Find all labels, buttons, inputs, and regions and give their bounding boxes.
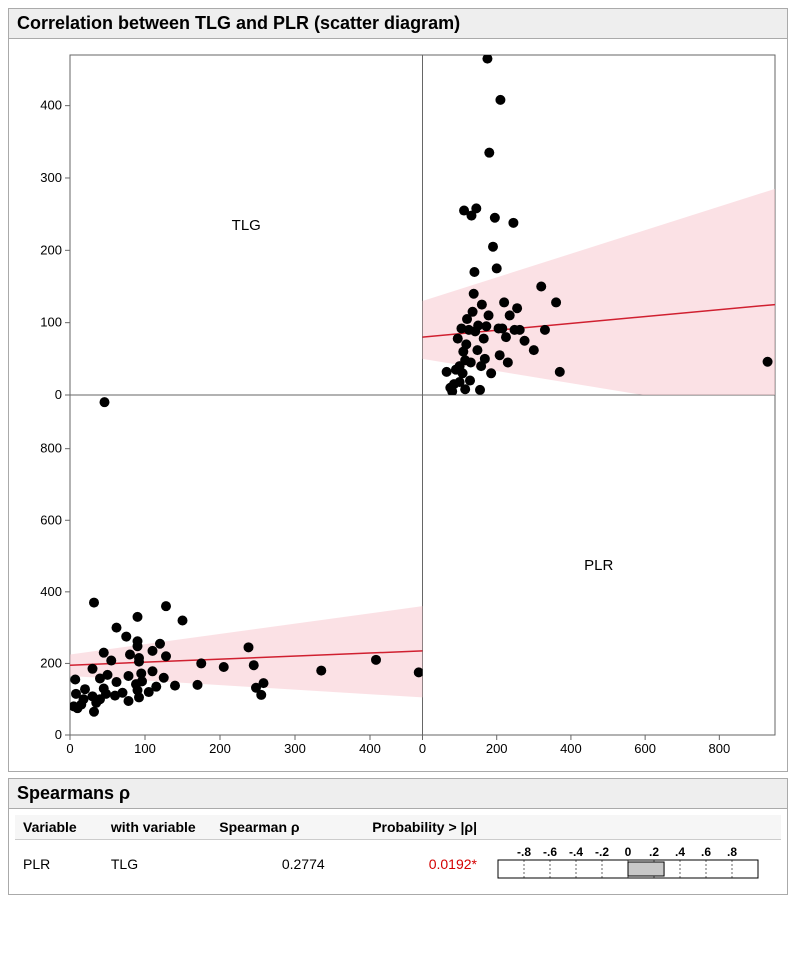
svg-text:400: 400: [40, 98, 62, 113]
cell-with-variable: TLG: [103, 840, 211, 889]
cell-minibar: -.8 -.6 -.4 -.2 0 .2 .4 .6 .8: [485, 840, 781, 889]
col-variable: Variable: [15, 815, 103, 840]
svg-text:.4: .4: [675, 845, 685, 859]
svg-text:0: 0: [55, 727, 62, 742]
svg-text:-.6: -.6: [543, 845, 557, 859]
col-minibar: [485, 815, 781, 840]
col-probability: Probability > |ρ|: [333, 815, 485, 840]
svg-text:300: 300: [284, 741, 306, 756]
svg-text:0: 0: [66, 741, 73, 756]
svg-text:200: 200: [40, 242, 62, 257]
svg-text:.2: .2: [649, 845, 659, 859]
svg-text:-.2: -.2: [595, 845, 609, 859]
svg-text:.6: .6: [701, 845, 711, 859]
scatter-matrix-container: 0 100 200 300 400 TLG 0 200 400 600 800 0 100 200 300 4…: [8, 39, 788, 772]
svg-text:300: 300: [40, 170, 62, 185]
col-spearman: Spearman ρ: [211, 815, 332, 840]
table-row: PLR TLG 0.2774 0.0192* -.8 -.6 -.4 -.2 0 .2 .4…: [15, 840, 781, 889]
svg-text:0: 0: [55, 387, 62, 402]
spearman-container: Variable with variable Spearman ρ Probab…: [8, 809, 788, 895]
svg-text:PLR: PLR: [584, 557, 613, 574]
svg-text:800: 800: [708, 741, 730, 756]
cell-spearman: 0.2774: [211, 840, 332, 889]
scatter-title: Correlation between TLG and PLR (scatter…: [8, 8, 788, 39]
cell-variable: PLR: [15, 840, 103, 889]
svg-text:800: 800: [40, 441, 62, 456]
svg-text:400: 400: [40, 584, 62, 599]
svg-text:200: 200: [486, 741, 508, 756]
svg-text:400: 400: [359, 741, 381, 756]
svg-text:0: 0: [625, 845, 632, 859]
svg-text:100: 100: [40, 315, 62, 330]
spearman-table: Variable with variable Spearman ρ Probab…: [15, 815, 781, 888]
svg-text:600: 600: [634, 741, 656, 756]
svg-text:200: 200: [209, 741, 231, 756]
svg-text:-.8: -.8: [517, 845, 531, 859]
correlation-minibar: -.8 -.6 -.4 -.2 0 .2 .4 .6 .8: [493, 844, 763, 884]
svg-text:0: 0: [419, 741, 426, 756]
cell-probability: 0.0192*: [333, 840, 485, 889]
svg-text:400: 400: [560, 741, 582, 756]
scatter-matrix: 0 100 200 300 400 TLG 0 200 400 600 800 0 100 200 300 4…: [15, 45, 785, 765]
svg-text:-.4: -.4: [569, 845, 583, 859]
spearman-title: Spearmans ρ: [8, 778, 788, 809]
svg-text:600: 600: [40, 512, 62, 527]
col-with-variable: with variable: [103, 815, 211, 840]
svg-text:100: 100: [134, 741, 156, 756]
svg-text:.8: .8: [727, 845, 737, 859]
svg-text:TLG: TLG: [232, 217, 261, 234]
svg-text:200: 200: [40, 655, 62, 670]
